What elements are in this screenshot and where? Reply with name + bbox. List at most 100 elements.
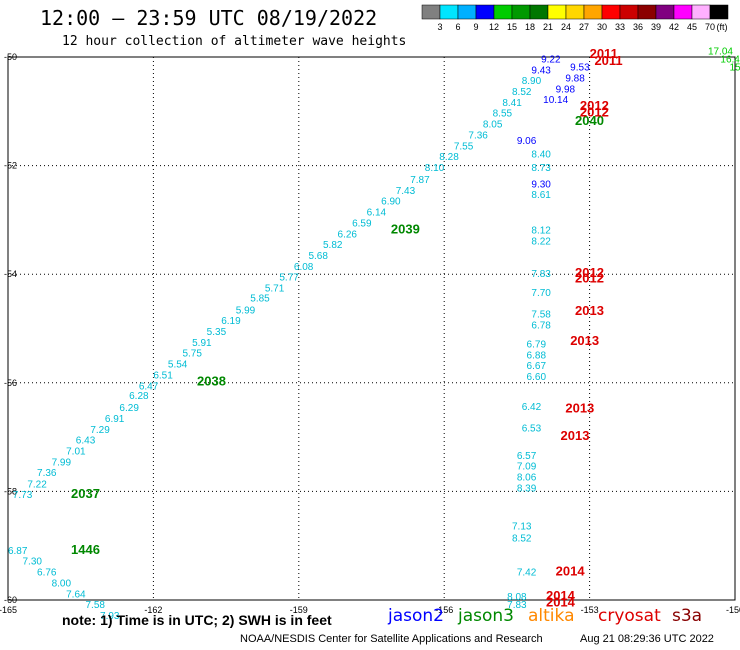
wave-height-value: 6.79	[527, 340, 547, 351]
scale-label: 70	[705, 22, 715, 32]
wave-height-value: 5.91	[192, 338, 212, 349]
wave-height-value: 7.09	[517, 462, 537, 473]
wave-height-value: 8.41	[502, 98, 522, 109]
x-tick-label: -159	[290, 605, 308, 615]
y-tick-label: -56	[4, 378, 17, 388]
wave-height-value: 7.93	[100, 611, 120, 620]
wave-height-value: 6.67	[527, 361, 547, 372]
wave-height-value: 7.55	[454, 141, 474, 152]
wave-height-value: 8.10	[425, 163, 445, 174]
wave-height-value: 8.00	[52, 578, 72, 589]
time-label: 2039	[391, 221, 420, 236]
scale-label: 3	[437, 22, 442, 32]
wave-height-value: 8.06	[517, 473, 537, 484]
wave-height-value: 8.05	[483, 120, 503, 131]
y-tick-label: -54	[4, 269, 17, 279]
time-label: 2011	[594, 53, 622, 68]
x-tick-label: -150	[726, 605, 740, 615]
y-tick-label: -58	[4, 486, 17, 496]
x-tick-label: -165	[0, 605, 17, 615]
time-label: 2014	[556, 564, 586, 579]
wave-height-value: 7.64	[66, 589, 86, 600]
wave-height-value: 7.36	[37, 468, 57, 479]
wave-height-value: 6.90	[381, 197, 401, 208]
wave-height-value: 8.52	[512, 87, 532, 98]
wave-height-value: 9.43	[531, 65, 551, 76]
plot-area: -165 -162 -159 -156 -153 -150 -50 -52 -54 -56 -58 -…	[0, 46, 740, 620]
wave-height-value: 5.71	[265, 284, 285, 295]
wave-height-value: 7.42	[517, 568, 537, 579]
scale-label: 12	[489, 22, 499, 32]
x-tick-label: -153	[581, 605, 599, 615]
wave-height-value: 6.42	[522, 402, 542, 413]
scale-label: 33	[615, 22, 625, 32]
wave-height-value: 9.30	[531, 179, 551, 190]
wave-height-value: 6.19	[221, 316, 241, 327]
wave-height-value: 8.22	[531, 236, 551, 247]
wave-height-value: 8.55	[493, 109, 513, 120]
scale-swatch	[709, 4, 729, 20]
color-scale-bar: 3 6 9 12 15 18 21 24 27 30 33 36 39 42 45 70 (ft)	[421, 4, 729, 32]
wave-height-value: 8.08	[507, 592, 527, 603]
note-text: note: 1) Time is in UTC; 2) SWH is in fe…	[62, 612, 332, 628]
wave-height-value: 5.35	[207, 327, 227, 338]
wave-height-value: 7.87	[410, 175, 430, 186]
wave-height-value: 9.53	[570, 63, 590, 74]
scale-label: 21	[543, 22, 553, 32]
scale-label: 18	[525, 22, 535, 32]
time-label: 2012	[575, 265, 604, 280]
footer-timestamp: Aug 21 08:29:36 UTC 2022	[580, 633, 714, 645]
wave-height-value: 6.88	[527, 350, 547, 361]
wave-height-value: 6.87	[8, 546, 28, 557]
wave-height-value: 7.01	[66, 446, 86, 457]
wave-height-value: 8.90	[522, 76, 542, 87]
wave-height-value: 7.13	[512, 521, 532, 532]
time-label: 2012	[575, 270, 604, 285]
legend-jason2: jason2	[388, 606, 444, 626]
wave-height-value: 6.60	[527, 372, 547, 383]
scale-label: 36	[633, 22, 643, 32]
time-label: 1446	[71, 542, 100, 557]
time-label: 2040	[575, 113, 604, 128]
chart-subtitle: 12 hour collection of altimeter wave hei…	[62, 34, 407, 49]
wave-height-value: 6.08	[294, 262, 314, 273]
wave-height-value: 17.04	[708, 46, 733, 57]
wave-height-value: 5.68	[308, 251, 328, 262]
wave-height-value: 6.76	[37, 568, 57, 579]
scale-label: 30	[597, 22, 607, 32]
scale-label: 39	[651, 22, 661, 32]
time-label: 2012	[580, 105, 609, 120]
wave-height-value: 6.14	[367, 208, 387, 219]
time-label: 2013	[561, 428, 590, 443]
wave-height-value: 6.28	[129, 391, 149, 402]
scale-label: 45	[687, 22, 697, 32]
time-label: 2013	[575, 303, 604, 318]
scale-label: 9	[473, 22, 478, 32]
x-tick-label: -156	[435, 605, 453, 615]
scale-label: 42	[669, 22, 679, 32]
time-label: 2037	[71, 486, 100, 501]
wave-height-value: 9.06	[517, 136, 537, 147]
wave-height-value: 8.73	[531, 163, 551, 174]
wave-height-value: 6.78	[531, 321, 551, 332]
wave-height-value: 8.52	[512, 533, 532, 544]
wave-height-value: 6.47	[139, 381, 159, 392]
wave-height-value: 5.77	[279, 273, 299, 284]
y-tick-label: -52	[4, 161, 17, 171]
wave-height-value: 5.85	[250, 293, 270, 304]
wave-height-value: 7.36	[468, 130, 488, 141]
wave-height-value: 8.12	[531, 225, 551, 236]
wave-height-value: 15	[729, 63, 740, 74]
y-tick-label: -50	[4, 52, 17, 62]
scale-label: 15	[507, 22, 517, 32]
scale-label: 27	[579, 22, 589, 32]
time-label: 2013	[565, 401, 594, 416]
wave-height-value: 7.83	[507, 600, 527, 611]
wave-height-value: 8.39	[517, 483, 537, 494]
time-label: 2038	[197, 374, 226, 389]
wave-height-value: 6.29	[119, 403, 139, 414]
wave-height-value: 7.30	[22, 557, 42, 568]
wave-height-value: 5.99	[236, 305, 256, 316]
wave-height-value: 6.26	[338, 229, 358, 240]
scale-label: 24	[561, 22, 571, 32]
